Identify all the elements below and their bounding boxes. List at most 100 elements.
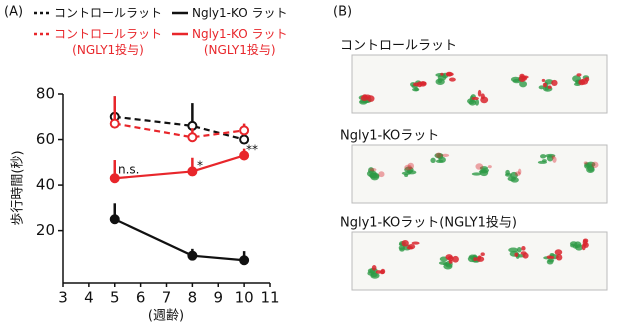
x-tick-label: 11 bbox=[260, 289, 279, 307]
annotation: * bbox=[197, 159, 203, 173]
footprint bbox=[371, 265, 377, 271]
x-tick-label: 3 bbox=[58, 289, 68, 307]
footprint bbox=[480, 93, 485, 100]
y-tick-label: 40 bbox=[36, 176, 55, 194]
panel-label: (A) bbox=[4, 5, 23, 20]
footprint bbox=[537, 160, 548, 164]
footprint bbox=[516, 247, 522, 253]
footprint bbox=[518, 168, 522, 175]
footprint bbox=[480, 252, 485, 256]
footprint bbox=[407, 162, 415, 170]
footprint bbox=[420, 81, 427, 86]
data-point bbox=[239, 125, 250, 136]
footprint bbox=[471, 172, 482, 176]
footprint bbox=[544, 79, 554, 85]
footprint bbox=[510, 171, 518, 179]
footprint bbox=[445, 254, 453, 260]
footprint bbox=[446, 72, 454, 77]
image-caption: Ngly1-KOラット bbox=[340, 129, 439, 144]
footprint bbox=[514, 171, 521, 176]
footprint bbox=[545, 153, 556, 158]
y-tick-label: 20 bbox=[36, 221, 55, 239]
footprint bbox=[521, 75, 529, 79]
data-point bbox=[187, 166, 198, 177]
footprint bbox=[369, 172, 380, 179]
data-point bbox=[109, 214, 120, 225]
footprint bbox=[404, 164, 412, 171]
footprint bbox=[514, 252, 519, 257]
footprint bbox=[473, 257, 477, 262]
y-tick-label: 80 bbox=[36, 85, 55, 103]
footprint bbox=[521, 246, 526, 251]
y-axis-label: 歩行時間(秒) bbox=[11, 150, 26, 225]
footprint bbox=[544, 86, 549, 91]
footprint bbox=[487, 165, 492, 169]
annotation: n.s. bbox=[118, 163, 140, 177]
x-tick-label: 10 bbox=[235, 289, 254, 307]
footprint bbox=[362, 94, 368, 99]
x-axis-label: (週齢) bbox=[148, 309, 184, 324]
footprint bbox=[549, 255, 555, 259]
legend-label: Ngly1-KO ラット bbox=[192, 6, 288, 20]
footprint bbox=[430, 157, 436, 164]
x-tick-label: 8 bbox=[188, 289, 198, 307]
footprint bbox=[542, 82, 548, 88]
legend-label: コントロールラット (NGLY1投与) bbox=[54, 27, 163, 57]
footprint bbox=[582, 238, 589, 244]
footprint bbox=[547, 258, 555, 263]
footprint bbox=[582, 242, 589, 248]
image-caption: Ngly1-KOラット(NGLY1投与) bbox=[340, 215, 517, 231]
panel-label: (B) bbox=[333, 5, 352, 20]
data-point bbox=[109, 173, 120, 184]
footprint bbox=[586, 166, 595, 174]
x-tick-label: 6 bbox=[136, 289, 146, 307]
footprint bbox=[368, 167, 375, 174]
footprint bbox=[552, 156, 557, 163]
footprint bbox=[449, 77, 456, 82]
footprint bbox=[404, 173, 409, 177]
series-line bbox=[114, 115, 245, 141]
series-line bbox=[114, 218, 245, 262]
footprint bbox=[538, 85, 545, 90]
footprint bbox=[505, 169, 510, 176]
footprint bbox=[551, 155, 555, 159]
footprint bbox=[477, 255, 482, 260]
footprint bbox=[541, 78, 546, 82]
data-point bbox=[239, 255, 250, 266]
footprint bbox=[547, 85, 552, 89]
footprint bbox=[555, 254, 563, 261]
footprint bbox=[378, 171, 385, 178]
data-point bbox=[187, 132, 198, 143]
footprint bbox=[404, 166, 414, 173]
footprint bbox=[435, 159, 444, 164]
footprint bbox=[443, 263, 453, 270]
footprint bbox=[554, 249, 563, 256]
data-point bbox=[239, 134, 250, 145]
footprint bbox=[440, 72, 444, 76]
footprint bbox=[370, 272, 378, 278]
x-tick-label: 7 bbox=[162, 289, 172, 307]
data-point bbox=[109, 118, 120, 129]
legend-label: Ngly1-KO ラット (NGLY1投与) bbox=[192, 27, 288, 57]
footprint bbox=[591, 161, 599, 168]
footprint bbox=[576, 73, 582, 77]
x-tick-label: 5 bbox=[110, 289, 120, 307]
footprint bbox=[510, 177, 519, 183]
footprint bbox=[407, 244, 416, 250]
footprint bbox=[441, 153, 450, 157]
footprint bbox=[574, 241, 582, 248]
footprint bbox=[448, 259, 453, 264]
data-point bbox=[239, 150, 250, 161]
data-point bbox=[187, 250, 198, 261]
footprint bbox=[583, 161, 588, 165]
footprint bbox=[551, 79, 558, 87]
annotation: ** bbox=[246, 143, 258, 157]
footprint bbox=[401, 171, 412, 176]
footprint bbox=[379, 269, 385, 275]
x-tick-label: 4 bbox=[84, 289, 94, 307]
footprint bbox=[369, 168, 377, 172]
footprint bbox=[522, 252, 529, 259]
footprint bbox=[452, 255, 459, 263]
